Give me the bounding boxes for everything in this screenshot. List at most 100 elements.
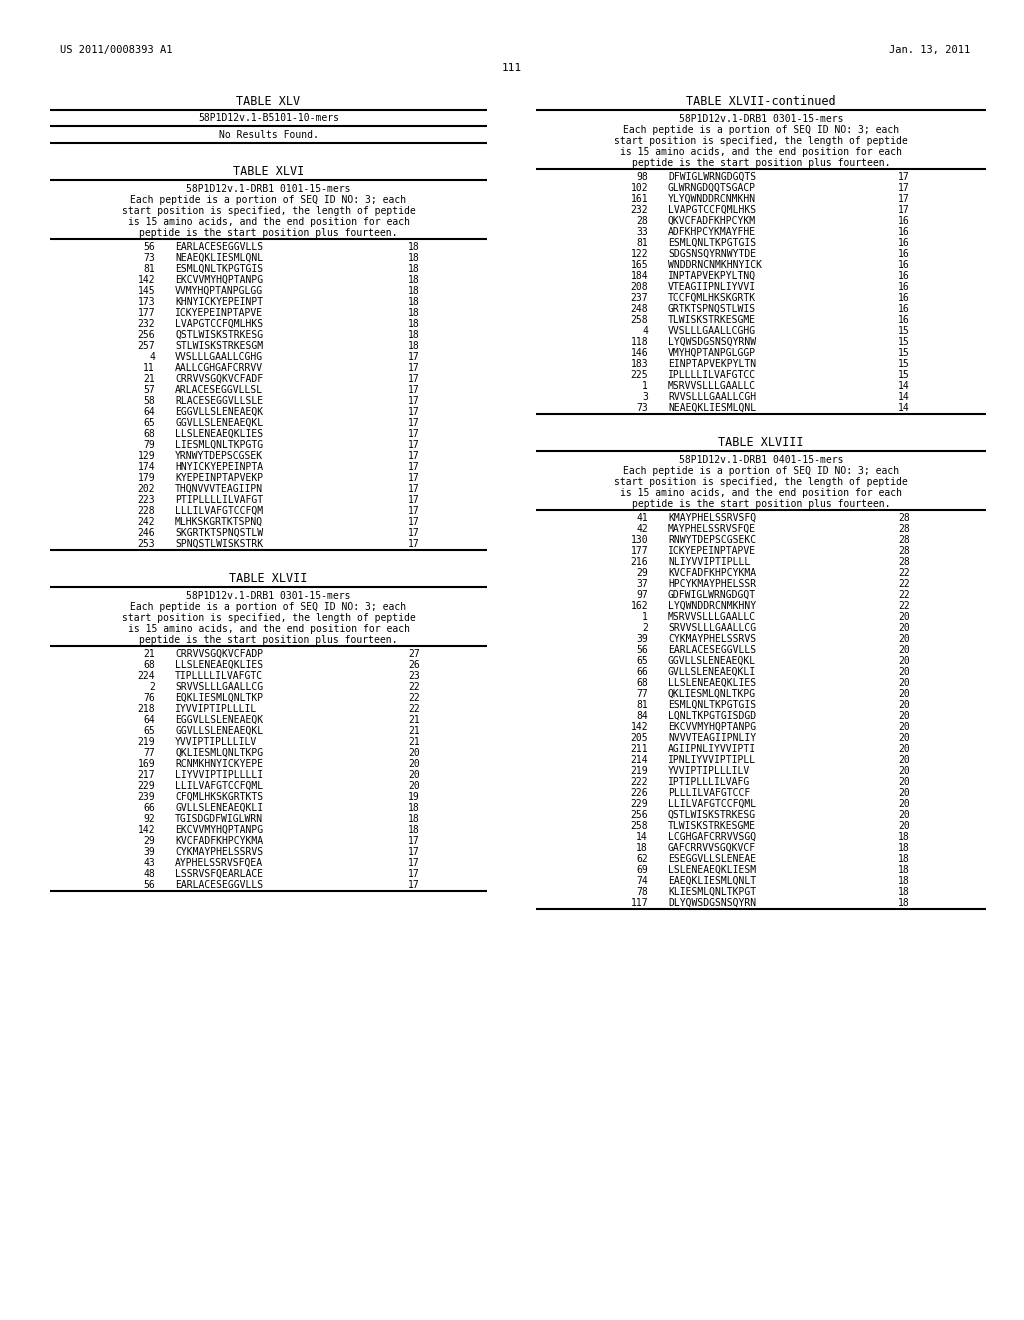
Text: 16: 16 <box>898 304 910 314</box>
Text: 19: 19 <box>409 792 420 803</box>
Text: 20: 20 <box>898 656 910 667</box>
Text: ESMLQNLTKPGTGIS: ESMLQNLTKPGTGIS <box>668 700 756 710</box>
Text: IPLLLLILVAFGTCC: IPLLLLILVAFGTCC <box>668 370 756 380</box>
Text: 218: 218 <box>137 704 155 714</box>
Text: 23: 23 <box>409 671 420 681</box>
Text: 68: 68 <box>636 678 648 688</box>
Text: 2: 2 <box>642 623 648 634</box>
Text: 20: 20 <box>898 678 910 688</box>
Text: TABLE XLVI: TABLE XLVI <box>232 165 304 178</box>
Text: 228: 228 <box>137 506 155 516</box>
Text: QSTLWISKSTRKESG: QSTLWISKSTRKESG <box>668 810 756 820</box>
Text: KYEPEINPTAPVEKP: KYEPEINPTAPVEKP <box>175 473 263 483</box>
Text: 16: 16 <box>898 271 910 281</box>
Text: 17: 17 <box>409 517 420 527</box>
Text: 26: 26 <box>409 660 420 671</box>
Text: 4: 4 <box>642 326 648 337</box>
Text: 18: 18 <box>409 825 420 836</box>
Text: No Results Found.: No Results Found. <box>218 129 318 140</box>
Text: 17: 17 <box>409 462 420 473</box>
Text: 68: 68 <box>143 660 155 671</box>
Text: RVVSLLLGAALLCGH: RVVSLLLGAALLCGH <box>668 392 756 403</box>
Text: GVLLSLENEAEQKLI: GVLLSLENEAEQKLI <box>175 803 263 813</box>
Text: LQNLTKPGTGISDGD: LQNLTKPGTGISDGD <box>668 711 756 721</box>
Text: 174: 174 <box>137 462 155 473</box>
Text: 18: 18 <box>898 832 910 842</box>
Text: 28: 28 <box>898 546 910 556</box>
Text: LIYVVIPTIPLLLLI: LIYVVIPTIPLLLLI <box>175 770 263 780</box>
Text: EARLACESEGGVLLS: EARLACESEGGVLLS <box>668 645 756 655</box>
Text: start position is specified, the length of peptide: start position is specified, the length … <box>122 206 416 216</box>
Text: 17: 17 <box>409 363 420 374</box>
Text: 20: 20 <box>898 689 910 700</box>
Text: TLWISKSTRKESGME: TLWISKSTRKESGME <box>668 821 756 832</box>
Text: CRRVVSGQKVCFADF: CRRVVSGQKVCFADF <box>175 374 263 384</box>
Text: 16: 16 <box>898 249 910 259</box>
Text: SDGSNSQYRNWYTDE: SDGSNSQYRNWYTDE <box>668 249 756 259</box>
Text: 18: 18 <box>409 264 420 275</box>
Text: 28: 28 <box>898 557 910 568</box>
Text: 18: 18 <box>898 854 910 865</box>
Text: QKVCFADFKHPCYKM: QKVCFADFKHPCYKM <box>668 216 756 226</box>
Text: GDFWIGLWRNGDGQT: GDFWIGLWRNGDGQT <box>668 590 756 601</box>
Text: start position is specified, the length of peptide: start position is specified, the length … <box>614 477 908 487</box>
Text: 22: 22 <box>409 693 420 704</box>
Text: 56: 56 <box>143 242 155 252</box>
Text: 20: 20 <box>898 700 910 710</box>
Text: GRTKTSPNQSTLWIS: GRTKTSPNQSTLWIS <box>668 304 756 314</box>
Text: GAFCRRVVSGQKVCF: GAFCRRVVSGQKVCF <box>668 843 756 853</box>
Text: GGVLLSLENEAEQKL: GGVLLSLENEAEQKL <box>175 726 263 737</box>
Text: QKLIESMLQNLTKPG: QKLIESMLQNLTKPG <box>175 748 263 758</box>
Text: 18: 18 <box>409 308 420 318</box>
Text: is 15 amino acids, and the end position for each: is 15 amino acids, and the end position … <box>620 147 902 157</box>
Text: 17: 17 <box>409 847 420 857</box>
Text: 65: 65 <box>143 418 155 428</box>
Text: EGGVLLSLENEAEQK: EGGVLLSLENEAEQK <box>175 715 263 725</box>
Text: 62: 62 <box>636 854 648 865</box>
Text: WNDDRNCNMKHNYICK: WNDDRNCNMKHNYICK <box>668 260 762 271</box>
Text: Each peptide is a portion of SEQ ID NO: 3; each: Each peptide is a portion of SEQ ID NO: … <box>130 195 407 205</box>
Text: 20: 20 <box>898 667 910 677</box>
Text: 58P1D12v.1-DRB1 0401-15-mers: 58P1D12v.1-DRB1 0401-15-mers <box>679 455 843 465</box>
Text: 18: 18 <box>898 887 910 898</box>
Text: 118: 118 <box>631 337 648 347</box>
Text: 74: 74 <box>636 876 648 886</box>
Text: TABLE XLV: TABLE XLV <box>237 95 301 108</box>
Text: 248: 248 <box>631 304 648 314</box>
Text: 29: 29 <box>636 568 648 578</box>
Text: 17: 17 <box>409 385 420 395</box>
Text: 1: 1 <box>642 612 648 622</box>
Text: EARLACESEGGVLLS: EARLACESEGGVLLS <box>175 880 263 890</box>
Text: 179: 179 <box>137 473 155 483</box>
Text: TLWISKSTRKESGME: TLWISKSTRKESGME <box>668 315 756 325</box>
Text: 18: 18 <box>409 253 420 263</box>
Text: 162: 162 <box>631 601 648 611</box>
Text: 20: 20 <box>409 748 420 758</box>
Text: 258: 258 <box>631 821 648 832</box>
Text: LIESMLQNLTKPGTG: LIESMLQNLTKPGTG <box>175 440 263 450</box>
Text: 33: 33 <box>636 227 648 238</box>
Text: 224: 224 <box>137 671 155 681</box>
Text: 21: 21 <box>409 715 420 725</box>
Text: 65: 65 <box>143 726 155 737</box>
Text: 18: 18 <box>409 286 420 296</box>
Text: 211: 211 <box>631 744 648 754</box>
Text: Each peptide is a portion of SEQ ID NO: 3; each: Each peptide is a portion of SEQ ID NO: … <box>130 602 407 612</box>
Text: 14: 14 <box>898 392 910 403</box>
Text: RCNMKHNYICKYEPE: RCNMKHNYICKYEPE <box>175 759 263 770</box>
Text: 146: 146 <box>631 348 648 358</box>
Text: PTIPLLLLILVAFGT: PTIPLLLLILVAFGT <box>175 495 263 506</box>
Text: TIPLLLLILVAFGTC: TIPLLLLILVAFGTC <box>175 671 263 681</box>
Text: 142: 142 <box>631 722 648 733</box>
Text: 15: 15 <box>898 359 910 370</box>
Text: 183: 183 <box>631 359 648 370</box>
Text: 28: 28 <box>898 513 910 523</box>
Text: 18: 18 <box>409 341 420 351</box>
Text: 20: 20 <box>898 777 910 787</box>
Text: 56: 56 <box>636 645 648 655</box>
Text: 17: 17 <box>409 407 420 417</box>
Text: 21: 21 <box>143 649 155 659</box>
Text: 22: 22 <box>898 601 910 611</box>
Text: 20: 20 <box>898 612 910 622</box>
Text: 17: 17 <box>409 539 420 549</box>
